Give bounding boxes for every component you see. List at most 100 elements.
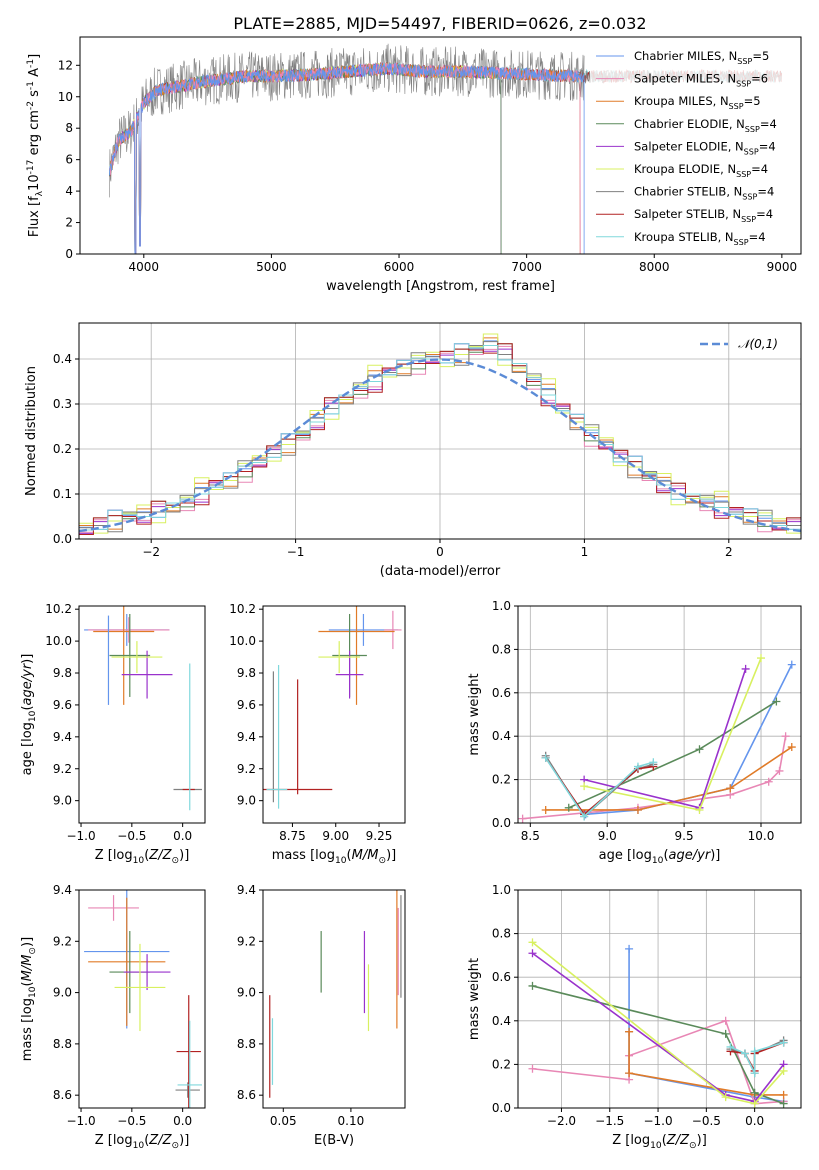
x-tick-label: −1.0 <box>66 1114 95 1128</box>
y-tick-label: 8.8 <box>237 1037 256 1051</box>
x-tick-label: −0.5 <box>117 1114 146 1128</box>
y-tick-label: 0.3 <box>53 397 72 411</box>
weight-marker <box>625 944 634 953</box>
age-vs-z-panel: −1.0 −0.5 0.0 9.0 9.2 9.4 9.6 9.8 10.0 10.2 Z [log… <box>20 602 206 866</box>
y-tick-label: 0.4 <box>492 729 511 743</box>
x-axis-label: Z [log10​(Z/Z⊙​)] <box>95 848 190 866</box>
weight-line <box>532 985 784 1105</box>
x-tick-label: 2 <box>725 545 733 559</box>
weight-marker <box>528 981 537 990</box>
y-axis-label: age [log10​(age/yr)] <box>20 654 38 776</box>
legend-label: Salpeter STELIB, NSSP​=4 <box>634 207 773 224</box>
y-tick-label: 9.8 <box>237 666 256 680</box>
x-tick-label: −1.0 <box>643 1114 672 1128</box>
weight-marker <box>518 814 527 823</box>
y-tick-label: 9.4 <box>237 883 256 897</box>
weight-marker <box>541 805 550 814</box>
y-tick-label: 9.6 <box>237 698 256 712</box>
weight-line <box>532 952 785 1103</box>
x-tick-label: 0.10 <box>338 1114 365 1128</box>
weight-marker <box>580 782 589 791</box>
x-tick-label: 0.0 <box>173 829 192 843</box>
weight-marker <box>528 938 537 947</box>
x-tick-label: 10.0 <box>748 829 775 843</box>
age-vs-mass-panel: 8.75 9.00 9.25 9.0 9.2 9.4 9.6 9.8 10.0 10.2 mass … <box>229 602 406 866</box>
y-tick-label: 4 <box>65 184 73 198</box>
y-axis-label: mass weight <box>467 673 482 755</box>
weight-marker <box>779 1099 788 1108</box>
weight-marker <box>564 803 573 812</box>
weight-marker <box>787 660 796 669</box>
weight-marker <box>726 784 735 793</box>
weight-marker <box>750 1088 759 1097</box>
weight-marker <box>787 743 796 752</box>
x-tick-label: 4000 <box>129 260 160 274</box>
weight-marker <box>721 1029 730 1038</box>
figure-title: PLATE=2885, MJD=54497, FIBERID=0626, z=0… <box>233 14 646 33</box>
x-tick-label: 0.05 <box>270 1114 297 1128</box>
y-tick-label: 0.4 <box>492 1014 511 1028</box>
y-tick-label: 0.2 <box>492 773 511 787</box>
x-axis-label: (data-model)/error <box>380 564 501 579</box>
y-tick-label: 9.0 <box>237 986 256 1000</box>
y-tick-label: 1.0 <box>492 599 511 613</box>
y-tick-label: 10.0 <box>45 634 72 648</box>
y-tick-label: 9.0 <box>53 794 72 808</box>
weight-marker <box>580 812 589 821</box>
axes-frame <box>517 889 802 1109</box>
y-tick-label: 10.2 <box>45 602 72 616</box>
weight-marker <box>541 753 550 762</box>
y-tick-label: 10 <box>58 90 73 104</box>
y-tick-label: 0.8 <box>492 927 511 941</box>
axes-frame <box>78 605 206 824</box>
y-tick-label: 0.8 <box>492 642 511 656</box>
plot-area <box>79 333 801 535</box>
gaussian-curve <box>79 358 801 533</box>
y-tick-label: 9.0 <box>237 794 256 808</box>
x-axis-label: Z [log10​(Z/Z⊙​)] <box>612 1133 707 1151</box>
spectrum-panel: 4000 5000 6000 7000 8000 9000 0 2 4 6 8 10 12 wavelen… <box>26 36 802 294</box>
x-axis-label: mass [log10​(M/M⊙​)] <box>272 848 396 866</box>
axes-frame <box>78 889 206 1109</box>
y-tick-label: 9.4 <box>53 883 72 897</box>
x-tick-label: 9000 <box>767 260 798 274</box>
y-tick-label: 0.2 <box>492 1057 511 1071</box>
weight-line <box>568 700 777 809</box>
weight-marker <box>779 1038 788 1047</box>
histogram-series <box>79 343 801 531</box>
weight-vs-age-panel: 8.5 9.0 9.5 10.0 0.0 0.2 0.4 0.6 0.8 1.0 age [log1… <box>467 599 802 866</box>
plot-area <box>84 606 202 811</box>
legend-label: Chabrier ELODIE, NSSP​=4 <box>634 117 777 134</box>
weight-marker <box>750 1069 759 1078</box>
x-tick-label: 5000 <box>256 260 287 274</box>
weight-marker <box>633 762 642 771</box>
x-tick-label: −2.0 <box>547 1114 576 1128</box>
x-tick-label: −1.5 <box>595 1114 624 1128</box>
weight-line <box>531 941 785 1105</box>
plot-area <box>518 654 796 823</box>
weight-marker <box>775 766 784 775</box>
spectrum-model-line <box>109 62 585 254</box>
weight-marker <box>726 1042 735 1051</box>
y-tick-label: 9.2 <box>53 934 72 948</box>
x-tick-label: 8.5 <box>521 829 540 843</box>
axes-frame <box>517 605 802 824</box>
x-tick-label: 0.0 <box>173 1114 192 1128</box>
weight-marker <box>721 1016 730 1025</box>
x-tick-label: 9.5 <box>675 829 694 843</box>
x-tick-label: 1 <box>581 545 589 559</box>
plot-area <box>84 890 202 1108</box>
x-tick-label: 9.25 <box>366 829 393 843</box>
y-tick-label: 0.6 <box>492 970 511 984</box>
x-axis-label: E(B-V) <box>314 1133 354 1148</box>
x-tick-label: 8000 <box>639 260 670 274</box>
weight-line <box>583 657 762 811</box>
y-tick-label: 9.2 <box>237 762 256 776</box>
y-tick-label: 0 <box>65 247 73 261</box>
legend-label: Kroupa ELODIE, NSSP​=4 <box>634 162 768 179</box>
x-tick-label: 7000 <box>511 260 542 274</box>
x-tick-label: 0 <box>436 545 444 559</box>
weight-line <box>583 668 747 809</box>
axes-frame <box>262 889 406 1109</box>
